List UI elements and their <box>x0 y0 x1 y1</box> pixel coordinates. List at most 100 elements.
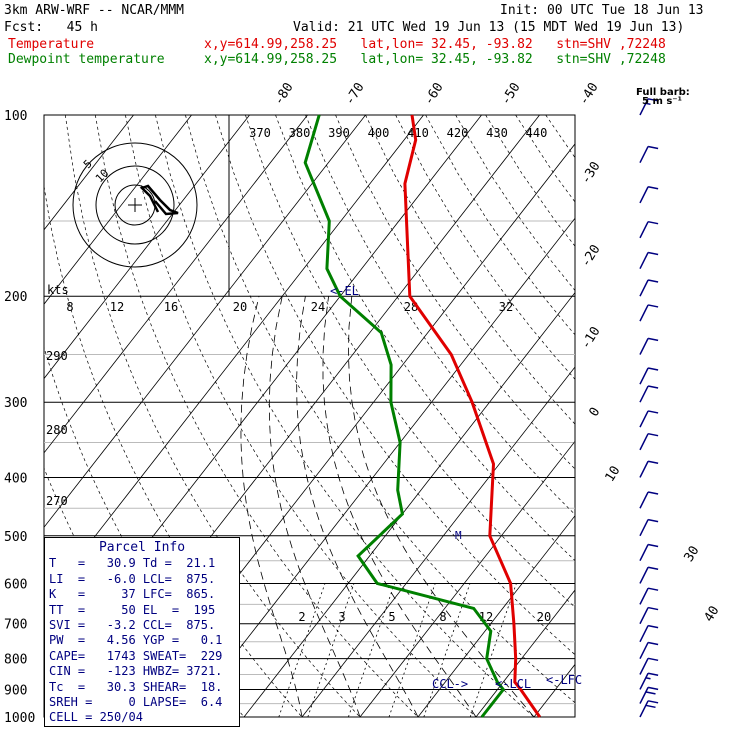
isotherm-label: 40 <box>702 604 723 625</box>
wind-barb-staff <box>639 657 649 675</box>
parcel-row: CIN = -123 HWBZ= 3721. <box>49 664 223 679</box>
isotherm-label: -10 <box>578 324 603 352</box>
wind-barb-staff <box>639 279 649 297</box>
isotherm <box>243 291 575 717</box>
wind-barb-staff <box>639 338 649 355</box>
moist-adiabat <box>268 296 361 717</box>
parcel-marker: <-LFC <box>546 673 582 687</box>
wind-barb-staff <box>639 433 649 451</box>
wind-barb-staff <box>639 252 649 270</box>
wind-barb-flag <box>647 587 659 591</box>
isotherm <box>44 115 250 380</box>
theta-label: 420 <box>447 126 469 140</box>
isotherm-label: -60 <box>421 80 446 108</box>
dry-adiabat <box>425 115 575 336</box>
isotherm-label: -40 <box>576 80 601 108</box>
wind-barb-flag <box>647 145 659 150</box>
barb-legend-title: Full barb: <box>636 87 690 98</box>
theta-e-label: 270 <box>46 494 68 508</box>
hodograph-speed-label: 24 <box>311 300 325 314</box>
wind-barb-flag <box>647 337 659 342</box>
parcel-marker: <-EL <box>330 284 359 298</box>
isotherm <box>475 589 575 717</box>
parcel-row: T = 30.9 Td = 21.1 <box>49 556 216 571</box>
wind-barb-flag <box>647 624 659 629</box>
hodograph-trace <box>139 184 179 216</box>
mixing-ratio-line <box>307 583 355 717</box>
theta-label: 430 <box>486 126 508 140</box>
wind-barb-staff <box>639 410 649 428</box>
wind-barb-staff <box>639 367 649 385</box>
pressure-label-200: 200 <box>4 290 27 305</box>
isotherm <box>44 115 366 528</box>
temperature-legend: Temperature <box>8 37 95 52</box>
wind-barb-flag <box>647 432 659 437</box>
wind-barb-staff <box>639 587 649 605</box>
moist-adiabat <box>347 296 535 717</box>
dry-adiabat <box>606 115 740 717</box>
parcel-marker: <-LCL <box>495 677 531 691</box>
wind-barb-staff <box>639 491 649 509</box>
wind-barb-staff <box>639 519 649 537</box>
wind-barb-staff <box>639 625 649 643</box>
wind-barb-flag <box>647 251 659 256</box>
temperature-line <box>403 114 542 718</box>
wind-barb-flag <box>647 491 659 495</box>
wind-barb-flag <box>647 641 659 646</box>
isotherm-label: -30 <box>578 159 603 187</box>
theta-label: 440 <box>526 126 548 140</box>
parcel-row: TT = 50 EL = 195 <box>49 602 216 617</box>
theta-label: 390 <box>328 126 350 140</box>
wind-barb-flag <box>647 186 659 190</box>
wind-barb-half <box>645 677 651 680</box>
wind-barb-flag <box>647 304 659 308</box>
dry-adiabat <box>245 115 575 608</box>
parcel-row: SVI = -3.2 CCL= 875. <box>49 618 216 633</box>
wind-barb-staff <box>639 98 649 116</box>
mixing-ratio-line <box>348 583 395 717</box>
pressure-label-900: 900 <box>4 683 27 698</box>
pressure-label-600: 600 <box>4 577 27 592</box>
wind-barb-flag <box>647 410 659 414</box>
wind-barb-staff <box>639 607 649 625</box>
wind-barb-staff <box>639 146 649 164</box>
wind-barb-staff <box>639 566 649 584</box>
wind-barb-flag <box>647 367 659 371</box>
wind-barb-half <box>645 102 651 106</box>
dewpoint-line <box>303 114 506 718</box>
wind-barb-flag <box>647 606 659 611</box>
isotherm-label: -50 <box>498 80 523 108</box>
wind-barb-staff <box>639 186 649 204</box>
theta-e-label: 280 <box>46 423 68 437</box>
theta-label: 380 <box>289 126 311 140</box>
dry-adiabat <box>155 115 535 717</box>
theta-label: 410 <box>407 126 429 140</box>
mixing-ratio-line <box>278 583 326 717</box>
wind-barb-flag <box>647 518 659 523</box>
pressure-label-700: 700 <box>4 618 27 633</box>
dry-adiabat <box>515 115 575 203</box>
isotherm-label: 30 <box>682 544 703 565</box>
dry-adiabat <box>125 115 477 717</box>
isotherm <box>44 115 192 305</box>
wind-barb-flag <box>647 279 659 283</box>
wind-barb-flag <box>647 700 659 704</box>
wind-barb-staff <box>639 544 649 562</box>
dry-adiabat <box>365 115 575 425</box>
dry-adiabat <box>485 115 575 247</box>
temperature-location: x,y=614.99,258.25 lat,lon= 32.45, -93.82… <box>204 37 666 52</box>
parcel-row: SREH = 0 LAPSE= 6.4 <box>49 695 223 710</box>
isotherm-label: -20 <box>578 242 603 270</box>
wind-barb-staff <box>639 221 649 239</box>
isotherm <box>185 217 575 717</box>
isotherm-label: -70 <box>342 80 367 108</box>
hodograph-speed-label: 12 <box>110 300 124 314</box>
dry-adiabat <box>666 115 740 717</box>
wind-barb-flag <box>647 543 659 548</box>
isotherm <box>359 440 575 717</box>
theta-label: 370 <box>249 126 271 140</box>
hodograph-speed-label: 20 <box>233 300 247 314</box>
hodograph-speed-label: 8 <box>66 300 73 314</box>
